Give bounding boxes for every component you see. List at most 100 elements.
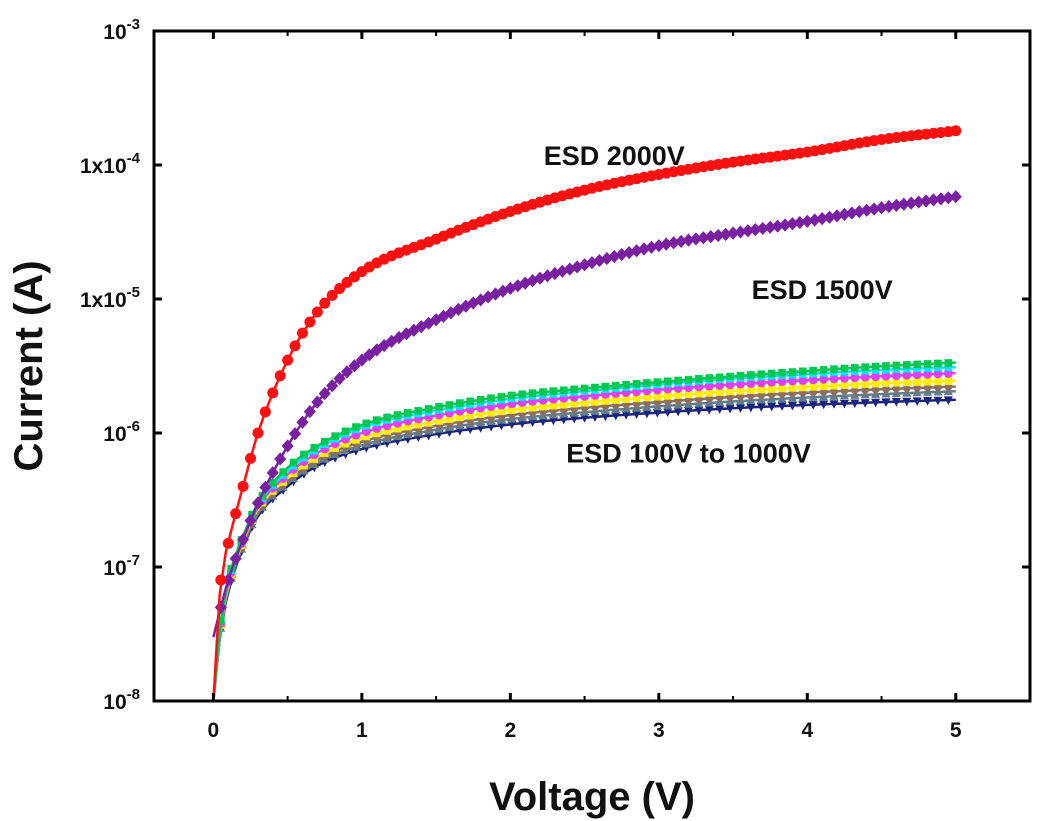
data-point: [839, 385, 850, 397]
data-point: [404, 409, 412, 417]
data-point: [311, 306, 323, 318]
data-point: [660, 237, 673, 251]
data-point: [393, 424, 402, 433]
data-point: [756, 378, 766, 388]
data-point: [456, 399, 464, 407]
data-point: [362, 419, 371, 428]
data-point: [590, 413, 600, 422]
axes-layer: 0 1 2 3 4 5 10-8 10-7 10-6 1x10-5 1x10-4 10-3: [80, 16, 1030, 742]
data-point: [281, 439, 294, 453]
data-point: [444, 306, 457, 320]
data-point: [663, 408, 673, 417]
y-tick-label: 10-6: [103, 418, 140, 446]
data-point: [819, 374, 829, 384]
data-point: [882, 379, 890, 387]
data-point: [570, 399, 579, 408]
data-point: [734, 225, 747, 239]
data-point: [259, 406, 271, 418]
data-point: [871, 398, 881, 408]
data-point: [674, 391, 682, 399]
data-point: [559, 386, 568, 395]
series-2: [212, 190, 962, 638]
data-point: [632, 380, 641, 388]
data-point: [892, 378, 901, 387]
data-point: [456, 413, 464, 422]
data-point: [704, 230, 717, 244]
data-point: [829, 400, 839, 409]
data-point: [282, 354, 294, 366]
data-point: [643, 379, 651, 387]
data-point: [259, 480, 272, 494]
data-point: [518, 390, 527, 399]
data-point: [319, 297, 331, 309]
data-point: [266, 466, 279, 480]
data-point: [279, 468, 287, 476]
data-point: [838, 207, 851, 222]
data-point: [875, 201, 888, 215]
data-point: [580, 398, 589, 407]
data-point: [944, 359, 953, 367]
data-point: [497, 392, 506, 401]
data-point: [539, 388, 547, 396]
data-point: [362, 432, 371, 441]
data-point: [902, 361, 911, 369]
data-point: [320, 437, 329, 446]
data-point: [507, 420, 517, 430]
data-point: [407, 323, 420, 337]
data-point: [725, 380, 735, 390]
data-point: [591, 383, 599, 392]
data-point: [809, 382, 818, 391]
data-point: [850, 380, 859, 389]
data-point: [527, 407, 538, 419]
data-point: [652, 409, 662, 418]
data-point: [352, 423, 360, 431]
data-point: [933, 369, 943, 379]
data-point: [913, 360, 921, 369]
data-point: [922, 382, 933, 393]
data-point: [715, 380, 725, 390]
y-tick-label: 10-7: [103, 552, 140, 580]
data-point: [725, 404, 735, 414]
data-point: [378, 338, 391, 353]
data-point: [415, 320, 428, 334]
data-point: [570, 385, 579, 394]
data-point: [809, 366, 818, 375]
data-point: [725, 391, 736, 403]
data-point: [610, 399, 621, 411]
x-tick-label: 2: [504, 719, 516, 742]
data-point: [787, 376, 797, 386]
data-point: [741, 224, 754, 238]
data-point: [222, 537, 234, 549]
data-point: [927, 193, 940, 207]
data-point: [735, 404, 745, 413]
data-point: [333, 371, 346, 386]
data-point: [383, 427, 391, 435]
data-point: [289, 458, 298, 467]
data-point: [252, 427, 264, 439]
data-point: [372, 416, 381, 424]
annotation-label: ESD 100V to 1000V: [566, 439, 811, 469]
data-point: [793, 215, 806, 230]
data-point: [786, 217, 799, 231]
data-point: [905, 196, 918, 210]
data-point: [881, 398, 891, 407]
data-point: [507, 406, 516, 414]
data-point: [747, 386, 755, 394]
data-point: [517, 419, 527, 429]
data-point: [326, 379, 339, 393]
data-point: [642, 409, 652, 419]
data-point: [601, 397, 610, 405]
data-point: [766, 389, 777, 400]
data-point: [303, 405, 316, 419]
data-point: [819, 400, 829, 410]
data-point: [861, 380, 870, 388]
data-point: [923, 377, 932, 386]
data-point: [850, 399, 860, 409]
data-point: [497, 407, 506, 416]
data-point: [518, 404, 527, 413]
x-tick-label: 5: [950, 719, 962, 742]
data-point: [767, 402, 777, 412]
data-point: [675, 234, 688, 249]
data-point: [816, 212, 829, 226]
data-point: [393, 411, 402, 419]
